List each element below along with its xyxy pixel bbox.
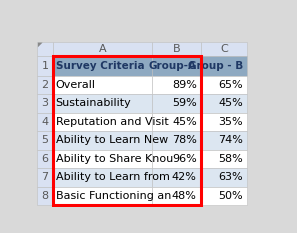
Text: Group-A: Group-A: [149, 61, 197, 71]
Text: 96%: 96%: [172, 154, 197, 164]
Text: 50%: 50%: [219, 191, 243, 201]
Text: Survey Criteria: Survey Criteria: [56, 61, 144, 71]
Text: 59%: 59%: [172, 98, 197, 108]
FancyBboxPatch shape: [37, 150, 53, 168]
Text: 74%: 74%: [218, 135, 243, 145]
FancyBboxPatch shape: [201, 113, 247, 131]
FancyBboxPatch shape: [37, 56, 53, 76]
Text: Sustainability: Sustainability: [56, 98, 132, 108]
Polygon shape: [38, 43, 42, 47]
FancyBboxPatch shape: [152, 113, 201, 131]
Text: 48%: 48%: [172, 191, 197, 201]
Text: 1: 1: [41, 61, 48, 71]
Text: 45%: 45%: [172, 117, 197, 127]
Text: B: B: [173, 44, 180, 54]
FancyBboxPatch shape: [201, 187, 247, 205]
Text: A: A: [98, 44, 106, 54]
FancyBboxPatch shape: [152, 131, 201, 150]
Text: 63%: 63%: [219, 172, 243, 182]
Text: 7: 7: [41, 172, 48, 182]
FancyBboxPatch shape: [53, 113, 152, 131]
FancyBboxPatch shape: [201, 56, 247, 76]
Text: 89%: 89%: [172, 80, 197, 90]
FancyBboxPatch shape: [152, 42, 201, 56]
FancyBboxPatch shape: [53, 187, 152, 205]
Text: Basic Functioning an: Basic Functioning an: [56, 191, 171, 201]
FancyBboxPatch shape: [37, 131, 53, 150]
Text: 58%: 58%: [219, 154, 243, 164]
FancyBboxPatch shape: [201, 168, 247, 187]
FancyBboxPatch shape: [53, 42, 152, 56]
FancyBboxPatch shape: [37, 42, 53, 56]
FancyBboxPatch shape: [53, 150, 152, 168]
FancyBboxPatch shape: [37, 187, 53, 205]
Text: Ability to Learn New: Ability to Learn New: [56, 135, 168, 145]
Text: 78%: 78%: [172, 135, 197, 145]
FancyBboxPatch shape: [37, 113, 53, 131]
Text: 65%: 65%: [219, 80, 243, 90]
FancyBboxPatch shape: [37, 94, 53, 113]
FancyBboxPatch shape: [53, 168, 152, 187]
FancyBboxPatch shape: [201, 131, 247, 150]
Text: Ability to Learn from: Ability to Learn from: [56, 172, 170, 182]
Text: 8: 8: [41, 191, 48, 201]
Text: 2: 2: [41, 80, 48, 90]
FancyBboxPatch shape: [152, 94, 201, 113]
Text: Group - B: Group - B: [188, 61, 243, 71]
FancyBboxPatch shape: [152, 56, 201, 76]
FancyBboxPatch shape: [201, 150, 247, 168]
FancyBboxPatch shape: [53, 76, 152, 94]
FancyBboxPatch shape: [201, 94, 247, 113]
Text: Ability to Share Knou: Ability to Share Knou: [56, 154, 173, 164]
Text: C: C: [220, 44, 228, 54]
FancyBboxPatch shape: [201, 42, 247, 56]
Text: 35%: 35%: [219, 117, 243, 127]
FancyBboxPatch shape: [53, 131, 152, 150]
FancyBboxPatch shape: [152, 76, 201, 94]
Text: 5: 5: [41, 135, 48, 145]
FancyBboxPatch shape: [152, 187, 201, 205]
Text: 45%: 45%: [219, 98, 243, 108]
FancyBboxPatch shape: [53, 94, 152, 113]
Text: 42%: 42%: [172, 172, 197, 182]
Text: 3: 3: [41, 98, 48, 108]
FancyBboxPatch shape: [53, 56, 152, 76]
Text: Reputation and Visit: Reputation and Visit: [56, 117, 168, 127]
FancyBboxPatch shape: [37, 168, 53, 187]
FancyBboxPatch shape: [201, 76, 247, 94]
Text: 6: 6: [41, 154, 48, 164]
Text: Overall: Overall: [56, 80, 96, 90]
Text: 4: 4: [41, 117, 48, 127]
FancyBboxPatch shape: [152, 150, 201, 168]
FancyBboxPatch shape: [37, 76, 53, 94]
FancyBboxPatch shape: [152, 168, 201, 187]
